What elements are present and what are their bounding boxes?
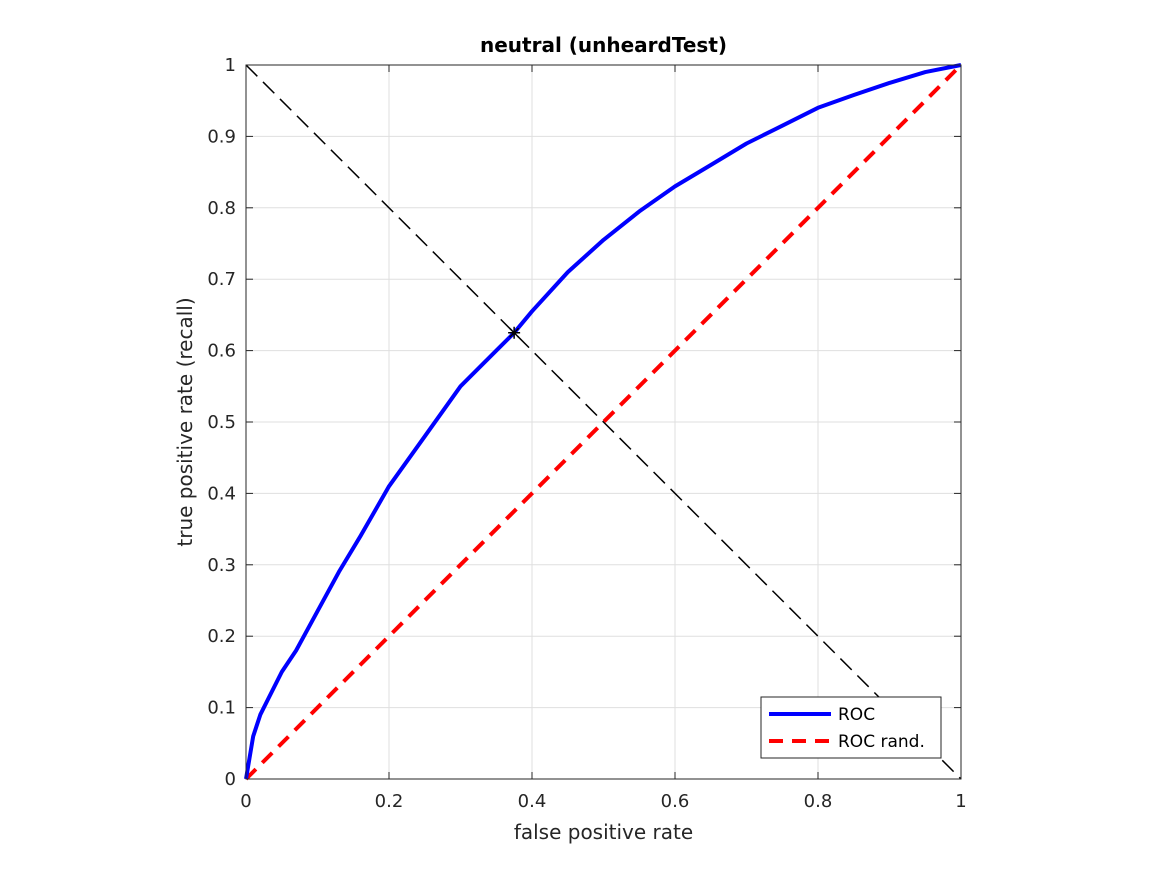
roc-curve: [244, 63, 962, 780]
x-tick-label: 1: [955, 791, 966, 812]
y-tick-label: 0.2: [207, 626, 236, 647]
equal-error-diagonal: [245, 64, 962, 780]
axis-ticks: 0 0.2 0.4 0.6 0.8 1 0 0.1 0.2 0.3 0.4 0.5 0.6 0.7 0.8 0…: [207, 55, 966, 812]
legend: ROC ROC rand.: [760, 696, 942, 759]
x-tick-label: 0: [240, 791, 251, 812]
series-layer: [244, 63, 963, 781]
y-tick-label: 0.5: [207, 412, 236, 433]
operating-point-marker: [508, 326, 521, 339]
x-tick-label: 0.4: [518, 791, 547, 812]
legend-box: [760, 696, 942, 759]
legend-roc-label: ROC: [838, 705, 875, 725]
y-tick-label: 0.9: [207, 126, 236, 147]
x-tick-label: 0.6: [661, 791, 690, 812]
x-tick-label: 0.2: [375, 791, 404, 812]
y-tick-label: 1: [225, 55, 236, 76]
y-tick-label: 0.8: [207, 198, 236, 219]
y-tick-label: 0.3: [207, 555, 236, 576]
y-tick-label: 0.6: [207, 341, 236, 362]
legend-roc-rand-label: ROC rand.: [838, 732, 925, 752]
grid-lines: [245, 64, 962, 780]
y-axis-label: true positive rate (recall): [173, 297, 197, 546]
x-axis-label: false positive rate: [514, 820, 693, 844]
x-tick-label: 0.8: [804, 791, 833, 812]
y-tick-label: 0: [225, 769, 236, 790]
y-tick-label: 0.4: [207, 483, 236, 504]
chart-title: neutral (unheardTest): [480, 33, 727, 57]
y-tick-label: 0.1: [207, 698, 236, 719]
y-tick-label: 0.7: [207, 269, 236, 290]
roc-random-line: [244, 63, 963, 781]
